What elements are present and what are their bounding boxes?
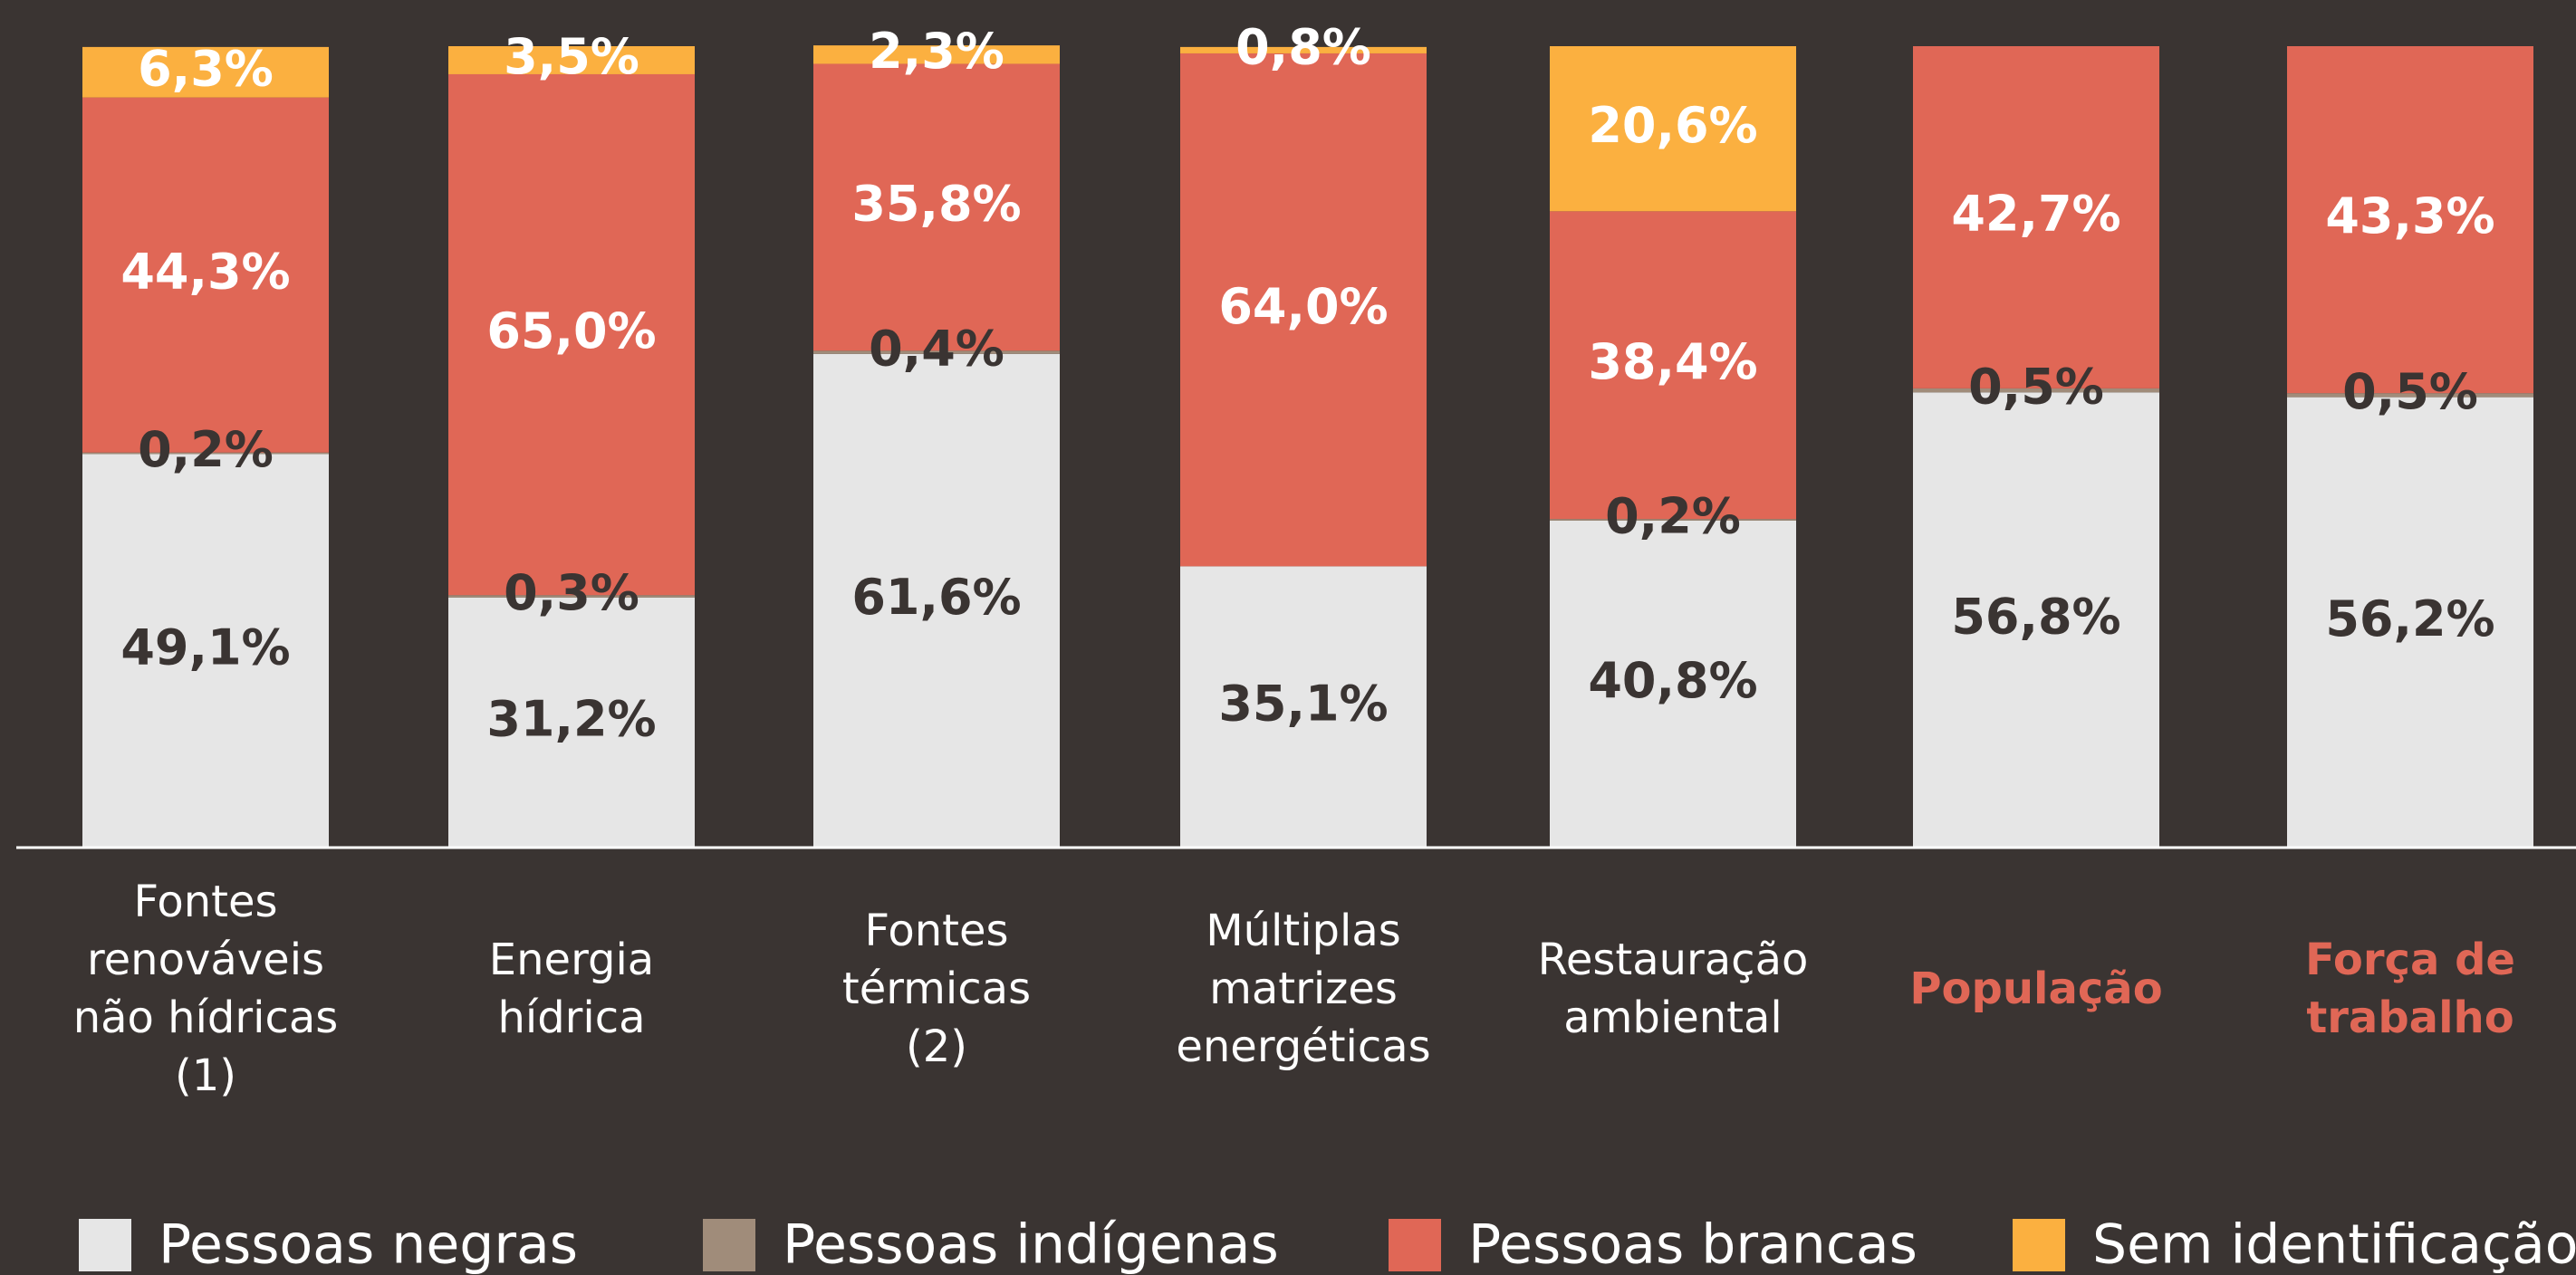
x-tick-label: Força de trabalho bbox=[2305, 935, 2515, 1043]
bar-segment bbox=[1913, 46, 2159, 388]
data-label: 20,6% bbox=[1588, 97, 1757, 154]
x-tick-label: Restauração ambiental bbox=[1538, 935, 1809, 1043]
bar-segment bbox=[1180, 566, 1427, 848]
data-label: 49,1% bbox=[120, 618, 290, 676]
data-label: 0,8% bbox=[1235, 19, 1371, 76]
legend-swatch bbox=[2013, 1219, 2065, 1271]
bar-segment bbox=[1180, 53, 1427, 567]
bar-segment bbox=[1180, 46, 1427, 53]
bar-segment bbox=[82, 97, 329, 453]
data-label: 38,4% bbox=[1588, 333, 1757, 390]
data-label: 61,6% bbox=[851, 569, 1021, 626]
bar-segment bbox=[1913, 392, 2159, 848]
bar-segment bbox=[1550, 519, 1796, 521]
bar-segment bbox=[2287, 393, 2533, 398]
legend-label: Pessoas brancas bbox=[1468, 1213, 1918, 1275]
bar-segment bbox=[1913, 388, 2159, 393]
data-label: 56,8% bbox=[1951, 588, 2120, 645]
data-label: 44,3% bbox=[120, 243, 290, 300]
bar-segment bbox=[448, 597, 695, 848]
data-label: 0,3% bbox=[504, 564, 639, 621]
legend-swatch bbox=[1389, 1219, 1441, 1271]
bar-segment bbox=[813, 350, 1060, 354]
legend-label: Pessoas negras bbox=[159, 1213, 578, 1275]
data-label: 0,2% bbox=[138, 421, 274, 478]
bar-segment bbox=[448, 595, 695, 598]
bar-segment bbox=[1550, 211, 1796, 520]
data-label: 0,2% bbox=[1605, 488, 1741, 545]
bar-segment bbox=[448, 46, 695, 74]
legend-label: Pessoas indígenas bbox=[783, 1213, 1279, 1275]
data-label: 0,5% bbox=[1968, 359, 2104, 416]
bar-segment bbox=[813, 45, 1060, 64]
bar-segment bbox=[813, 353, 1060, 848]
data-label: 65,0% bbox=[486, 302, 656, 359]
bar-segment bbox=[813, 63, 1060, 351]
data-label: 3,5% bbox=[504, 28, 639, 85]
x-tick-label: Fontes renováveis não hídricas (1) bbox=[73, 877, 339, 1101]
x-tick-label: Energia hídrica bbox=[489, 935, 654, 1043]
data-label: 0,5% bbox=[2342, 363, 2478, 420]
bar-segment bbox=[82, 46, 329, 98]
data-label: 56,2% bbox=[2325, 590, 2494, 647]
legend-swatch bbox=[703, 1219, 755, 1271]
data-label: 64,0% bbox=[1218, 278, 1388, 335]
x-tick-label: Fontes térmicas (2) bbox=[842, 906, 1031, 1072]
legend-label: Sem identificação bbox=[2092, 1213, 2576, 1275]
data-label: 2,3% bbox=[869, 23, 1004, 80]
data-label: 43,3% bbox=[2325, 187, 2494, 244]
x-tick-label: Múltiplas matrizes energéticas bbox=[1176, 906, 1430, 1072]
bar-segment bbox=[448, 73, 695, 596]
bar-segment bbox=[82, 452, 329, 455]
data-label: 31,2% bbox=[486, 691, 656, 748]
x-tick-label: População bbox=[1909, 963, 2162, 1014]
bar-segment bbox=[1550, 520, 1796, 848]
data-label: 6,3% bbox=[138, 40, 274, 97]
data-label: 35,1% bbox=[1218, 675, 1388, 732]
legend-swatch bbox=[79, 1219, 131, 1271]
data-label: 35,8% bbox=[851, 176, 1021, 233]
bar-segment bbox=[2287, 46, 2533, 394]
bar-segment bbox=[2287, 397, 2533, 848]
bar-segment bbox=[82, 454, 329, 848]
data-label: 40,8% bbox=[1588, 652, 1757, 709]
bar-segment bbox=[1550, 46, 1796, 212]
data-label: 42,7% bbox=[1951, 186, 2120, 243]
data-label: 0,4% bbox=[869, 321, 1004, 378]
